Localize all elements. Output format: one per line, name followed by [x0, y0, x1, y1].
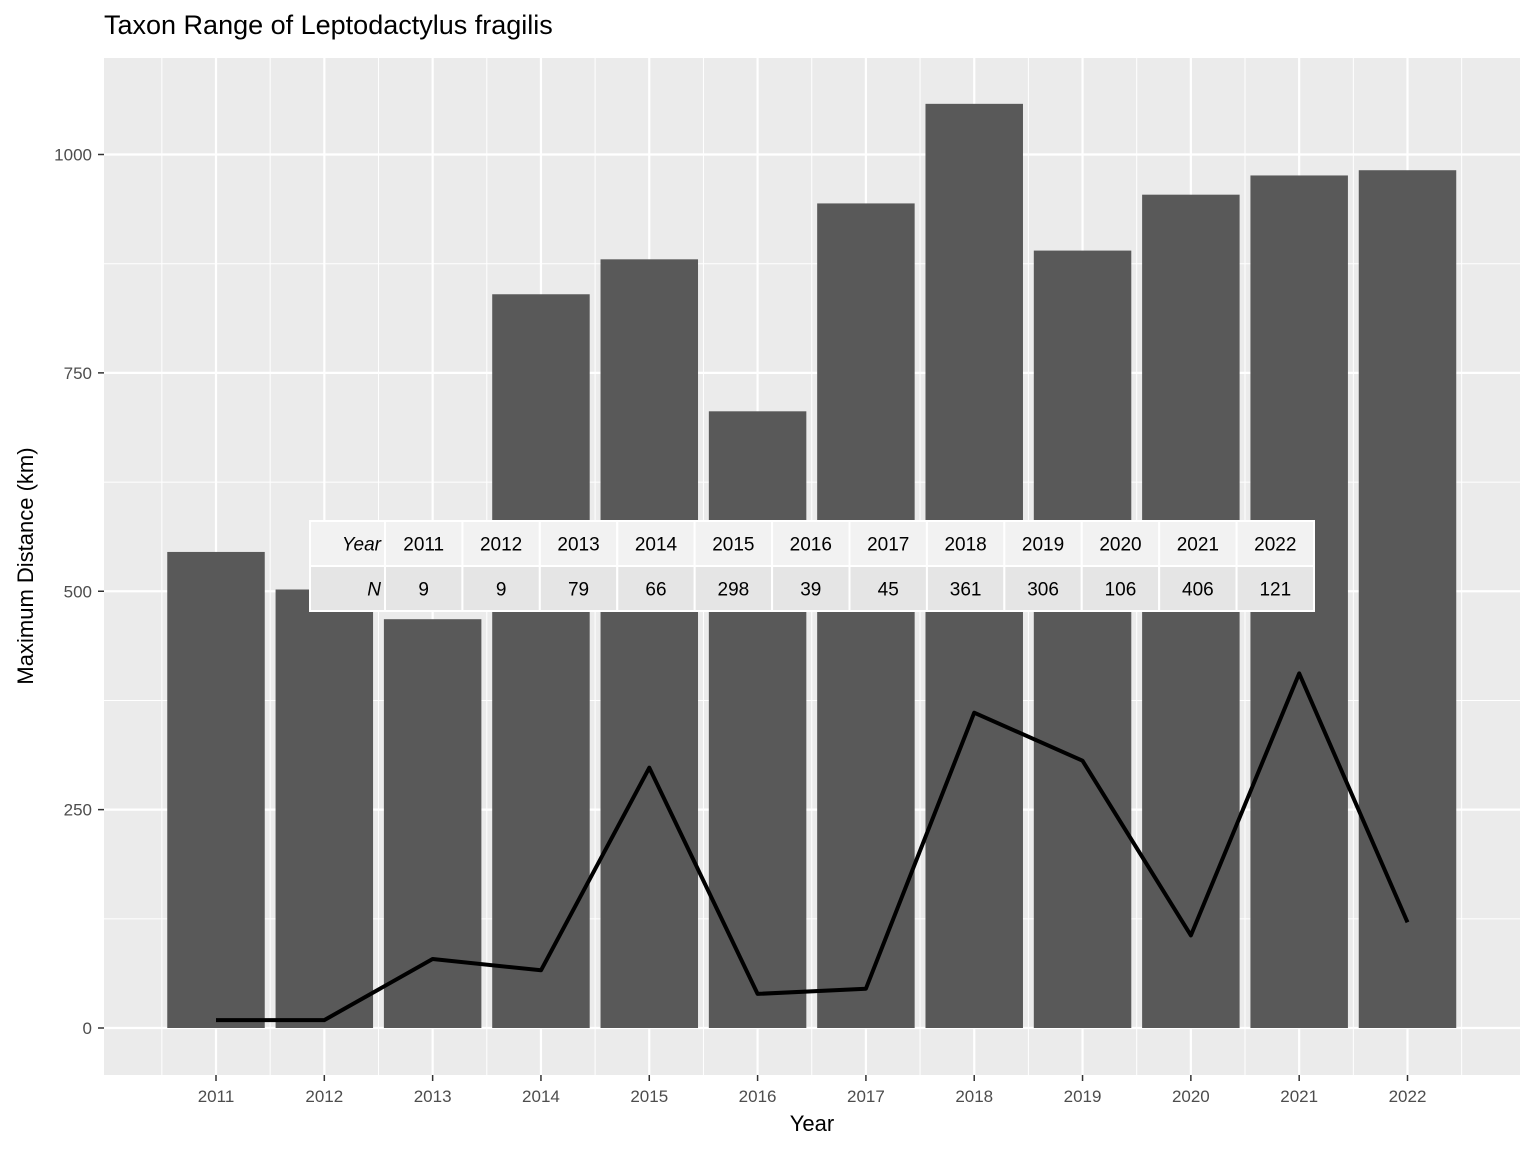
table-value: 9 [496, 580, 507, 601]
x-tick-label: 2020 [1172, 1087, 1210, 1106]
y-tick-label: 500 [64, 582, 92, 601]
bar-2011 [167, 551, 265, 1028]
table-cell [1080, 565, 1161, 612]
table-value: 2019 [1022, 535, 1064, 556]
count-line [216, 671, 1410, 1023]
table-value: 2013 [557, 535, 599, 556]
table-value: 2014 [635, 535, 678, 556]
table-cell [771, 565, 851, 612]
x-tick-label: 2014 [522, 1087, 560, 1106]
x-tick-label: 2022 [1389, 1087, 1427, 1106]
table-value: 2016 [790, 535, 832, 556]
x-tick-label: 2012 [305, 1087, 343, 1106]
table-cell [384, 520, 464, 567]
table-value: 406 [1182, 580, 1214, 601]
bar-2016 [708, 411, 807, 1029]
table-value: 2012 [480, 535, 522, 556]
x-tick-label: 2015 [630, 1087, 668, 1106]
x-tick-label: 2011 [198, 1087, 235, 1106]
x-tick-label: 2021 [1280, 1087, 1318, 1106]
table-value: 306 [1027, 580, 1059, 601]
chart-title: Taxon Range of Leptodactylus fragilis [104, 10, 553, 40]
table-value: 45 [878, 580, 899, 601]
bar-2015 [600, 259, 699, 1028]
table-cell [1235, 565, 1316, 612]
y-axis-title: Maximum Distance (km) [13, 447, 38, 684]
table-value: 2022 [1254, 535, 1296, 556]
table-cell [1235, 520, 1316, 567]
table-value: 66 [645, 580, 666, 601]
y-axis-ticks: 0 250 500 750 1000 [54, 146, 104, 1038]
y-tick-label: 0 [83, 1019, 92, 1038]
x-tick-label: 2019 [1064, 1087, 1102, 1106]
table-value: 2018 [944, 535, 986, 556]
table-cell [461, 565, 541, 612]
bar-2017 [817, 203, 915, 1028]
table-value: 2015 [712, 535, 754, 556]
table-cell [925, 565, 1006, 612]
table-value: 361 [950, 580, 982, 601]
x-axis-ticks: 2011 2012 2013 2014 2015 2016 2017 2018 2019 2020… [198, 1075, 1427, 1106]
table-cell [693, 565, 774, 612]
y-tick-label: 750 [64, 364, 92, 383]
count-table: Year 2011 2012 2013 2014 2015 2016 2017 2018 2019… [309, 520, 1316, 612]
y-tick-label: 250 [64, 801, 92, 820]
table-cell [461, 520, 541, 567]
y-tick-label: 1000 [54, 146, 92, 165]
table-value: 39 [800, 580, 821, 601]
x-tick-label: 2013 [414, 1087, 452, 1106]
x-tick-label: 2017 [847, 1087, 885, 1106]
table-value: 121 [1259, 580, 1291, 601]
x-axis-title: Year [790, 1111, 834, 1136]
x-tick-label: 2016 [739, 1087, 777, 1106]
table-value: 2021 [1177, 535, 1219, 556]
bar-2012 [275, 589, 374, 1028]
bar-2022 [1358, 170, 1457, 1028]
table-cell [616, 520, 696, 567]
table-value: 2020 [1099, 535, 1141, 556]
x-tick-label: 2018 [955, 1087, 993, 1106]
table-value: 2017 [867, 535, 909, 556]
table-value: 2011 [403, 535, 444, 556]
table-cell [538, 565, 619, 612]
bar-2019 [1033, 250, 1132, 1028]
table-cell [309, 520, 386, 567]
table-cell [538, 520, 619, 567]
bar-2014 [492, 294, 590, 1028]
table-cell [1003, 565, 1083, 612]
table-cell [925, 520, 1006, 567]
table-value: 298 [718, 580, 750, 601]
bar-2013 [383, 619, 482, 1028]
table-value: 106 [1105, 580, 1137, 601]
line-series [216, 671, 1410, 1023]
table-row-label: Year [342, 535, 382, 556]
table-row-label: N [367, 580, 381, 601]
table-cell [1080, 520, 1161, 567]
table-value: 79 [568, 580, 589, 601]
table-cell [616, 565, 696, 612]
table-value: 9 [418, 580, 429, 601]
